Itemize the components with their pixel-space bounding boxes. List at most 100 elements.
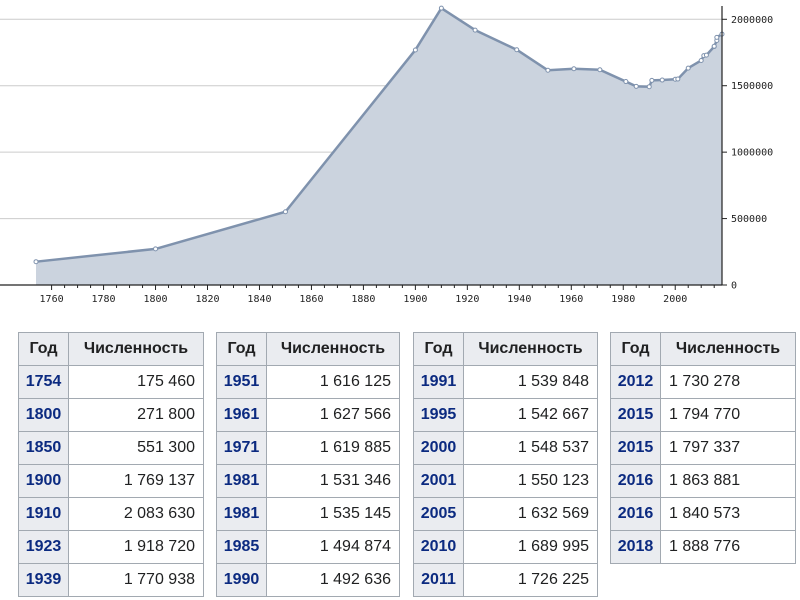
data-point: [698, 57, 704, 63]
year-cell: 1985: [216, 530, 267, 564]
table-row: 1939 1 770 938: [18, 563, 204, 597]
year-header: Год: [216, 332, 267, 366]
population-cell: 1 616 125: [266, 365, 400, 399]
population-header: Численность: [266, 332, 400, 366]
population-cell: 1 888 776: [660, 530, 796, 564]
year-cell: 2015: [610, 398, 661, 432]
table-row: 2011 1 726 225: [413, 563, 598, 597]
population-table-3: Год Численность 1991 1 539 848 1995 1 542 6…: [413, 332, 598, 597]
table-row: 1961 1 627 566: [216, 398, 400, 432]
population-cell: 1 619 885: [266, 431, 400, 465]
x-tick-label: 1760: [40, 294, 64, 305]
population-cell: 1 863 881: [660, 464, 796, 498]
population-header: Численность: [660, 332, 796, 366]
table-row: 1981 1 531 346: [216, 464, 400, 498]
year-cell: 1900: [18, 464, 69, 498]
y-tick-label: 0: [731, 281, 737, 292]
year-cell: 1981: [216, 497, 267, 531]
year-cell: 1951: [216, 365, 267, 399]
population-cell: 1 726 225: [463, 563, 598, 597]
population-cell: 1 542 667: [463, 398, 598, 432]
year-cell: 2018: [610, 530, 661, 564]
year-cell: 1995: [413, 398, 464, 432]
data-point: [685, 65, 691, 71]
table-row: 2015 1 794 770: [610, 398, 796, 432]
population-cell: 551 300: [68, 431, 204, 465]
population-cell: 1 797 337: [660, 431, 796, 465]
year-cell: 1850: [18, 431, 69, 465]
data-point: [714, 34, 720, 40]
data-point: [472, 27, 478, 33]
population-cell: 1 632 569: [463, 497, 598, 531]
year-cell: 1800: [18, 398, 69, 432]
population-cell: 1 550 123: [463, 464, 598, 498]
year-cell: 1910: [18, 497, 69, 531]
population-table-4: Год Численность 2012 1 730 278 2015 1 794 7…: [610, 332, 796, 564]
population-cell: 1 794 770: [660, 398, 796, 432]
data-points: [33, 5, 725, 265]
table-row: 2016 1 863 881: [610, 464, 796, 498]
x-tick-label: 1880: [351, 294, 375, 305]
year-cell: 1754: [18, 365, 69, 399]
x-tick-label: 1780: [92, 294, 116, 305]
table-row: 1800 271 800: [18, 398, 204, 432]
data-point: [703, 52, 709, 58]
year-cell: 1923: [18, 530, 69, 564]
data-point: [633, 83, 639, 89]
table-row: 1754 175 460: [18, 365, 204, 399]
x-tick-label: 1920: [455, 294, 479, 305]
population-cell: 1 689 995: [463, 530, 598, 564]
year-cell: 1990: [216, 563, 267, 597]
table-row: 1985 1 494 874: [216, 530, 400, 564]
population-cell: 1 627 566: [266, 398, 400, 432]
table-row: 1923 1 918 720: [18, 530, 204, 564]
year-cell: 2010: [413, 530, 464, 564]
table-row: 1991 1 539 848: [413, 365, 598, 399]
population-cell: 1 531 346: [266, 464, 400, 498]
y-tick-label: 2000000: [731, 15, 773, 26]
year-header: Год: [413, 332, 464, 366]
population-area: [36, 8, 722, 286]
population-cell: 1 769 137: [68, 464, 204, 498]
y-tick-label: 500000: [731, 214, 767, 225]
table-row: 2018 1 888 776: [610, 530, 796, 564]
table-row: 1900 1 769 137: [18, 464, 204, 498]
data-point: [646, 84, 652, 90]
year-cell: 2016: [610, 497, 661, 531]
table-row: 2016 1 840 573: [610, 497, 796, 531]
year-cell: 2012: [610, 365, 661, 399]
x-tick-label: 1980: [611, 294, 635, 305]
x-tick-label: 1860: [299, 294, 323, 305]
population-cell: 1 548 537: [463, 431, 598, 465]
year-cell: 2000: [413, 431, 464, 465]
year-cell: 1971: [216, 431, 267, 465]
population-cell: 1 494 874: [266, 530, 400, 564]
population-table-1: Год Численность 1754 175 460 1800 271 800 18…: [18, 332, 204, 597]
population-cell: 175 460: [68, 365, 204, 399]
y-tick-label: 1000000: [731, 148, 773, 159]
population-cell: 1 770 938: [68, 563, 204, 597]
year-cell: 2001: [413, 464, 464, 498]
data-point: [711, 43, 717, 49]
data-point: [282, 209, 288, 215]
data-point: [659, 77, 665, 83]
table-row: 2000 1 548 537: [413, 431, 598, 465]
x-tick-label: 2000: [663, 294, 687, 305]
x-tick-label: 1800: [143, 294, 167, 305]
population-cell: 1 535 145: [266, 497, 400, 531]
year-cell: 2016: [610, 464, 661, 498]
table-row: 2001 1 550 123: [413, 464, 598, 498]
data-point: [675, 76, 681, 82]
year-cell: 2015: [610, 431, 661, 465]
x-tick-label: 1840: [247, 294, 271, 305]
population-cell: 1 539 848: [463, 365, 598, 399]
year-cell: 1981: [216, 464, 267, 498]
table-row: 2015 1 797 337: [610, 431, 796, 465]
table-row: 2005 1 632 569: [413, 497, 598, 531]
table-row: 2010 1 689 995: [413, 530, 598, 564]
year-cell: 1939: [18, 563, 69, 597]
table-row: 1850 551 300: [18, 431, 204, 465]
data-point: [412, 47, 418, 53]
axes: 0 500000 1000000 1500000 2000000 1760 1780 1800…: [0, 6, 773, 305]
data-point: [649, 77, 655, 83]
